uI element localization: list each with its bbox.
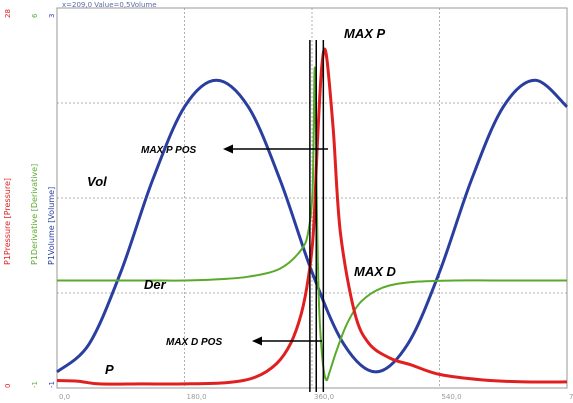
y-axis-title-pressure: P1Pressure [Pressure] bbox=[3, 178, 12, 265]
arrowhead-max-d-pos bbox=[252, 336, 262, 346]
y-axis-title-volume: P1Volume [Volume] bbox=[47, 187, 56, 265]
annotation-max-p-pos: MAX P POS bbox=[141, 145, 197, 156]
series-line-p bbox=[56, 47, 568, 386]
x-tick-label: 0,0 bbox=[59, 393, 70, 401]
label-der: Der bbox=[144, 277, 167, 292]
y-axis-title-derivative: P1Derivative [Derivative] bbox=[30, 164, 39, 265]
x-tick-label: 540,0 bbox=[442, 393, 462, 401]
marker-lines bbox=[309, 40, 325, 392]
y-tick-pressure-bottom: 0 bbox=[4, 384, 12, 388]
plot-frame bbox=[56, 7, 568, 389]
y-tick-derivative-top: 6 bbox=[31, 13, 39, 18]
arrowhead-max-p-pos bbox=[223, 144, 233, 154]
y-tick-volume-bottom: -1 bbox=[48, 381, 56, 388]
label-p: P bbox=[105, 362, 114, 377]
series-line-vol bbox=[56, 78, 569, 374]
label-vol: Vol bbox=[87, 174, 107, 189]
x-tick-label: 720,0 bbox=[569, 393, 573, 401]
cursor-readout: x=209,0 Value=0,5Volume bbox=[62, 1, 157, 9]
annotations: MAX P MAX P POS MAX D MAX D POS Vol Der … bbox=[87, 26, 397, 377]
y-tick-derivative-bottom: -1 bbox=[31, 381, 39, 388]
y-tick-volume-top: 3 bbox=[48, 14, 56, 18]
x-tick-labels: 0,0 180,0 360,0 540,0 720,0 bbox=[59, 393, 573, 401]
x-tick-label: 360,0 bbox=[314, 393, 334, 401]
annotation-max-d-pos: MAX D POS bbox=[166, 337, 222, 348]
x-tick-label: 180,0 bbox=[187, 393, 207, 401]
annotation-max-d: MAX D bbox=[354, 264, 397, 279]
annotation-max-p: MAX P bbox=[344, 26, 386, 41]
y-tick-pressure-top: 28 bbox=[4, 9, 12, 18]
